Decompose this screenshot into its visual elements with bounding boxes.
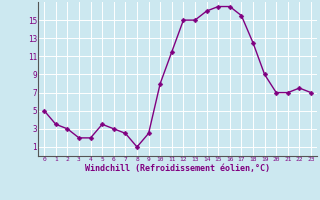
X-axis label: Windchill (Refroidissement éolien,°C): Windchill (Refroidissement éolien,°C) xyxy=(85,164,270,173)
